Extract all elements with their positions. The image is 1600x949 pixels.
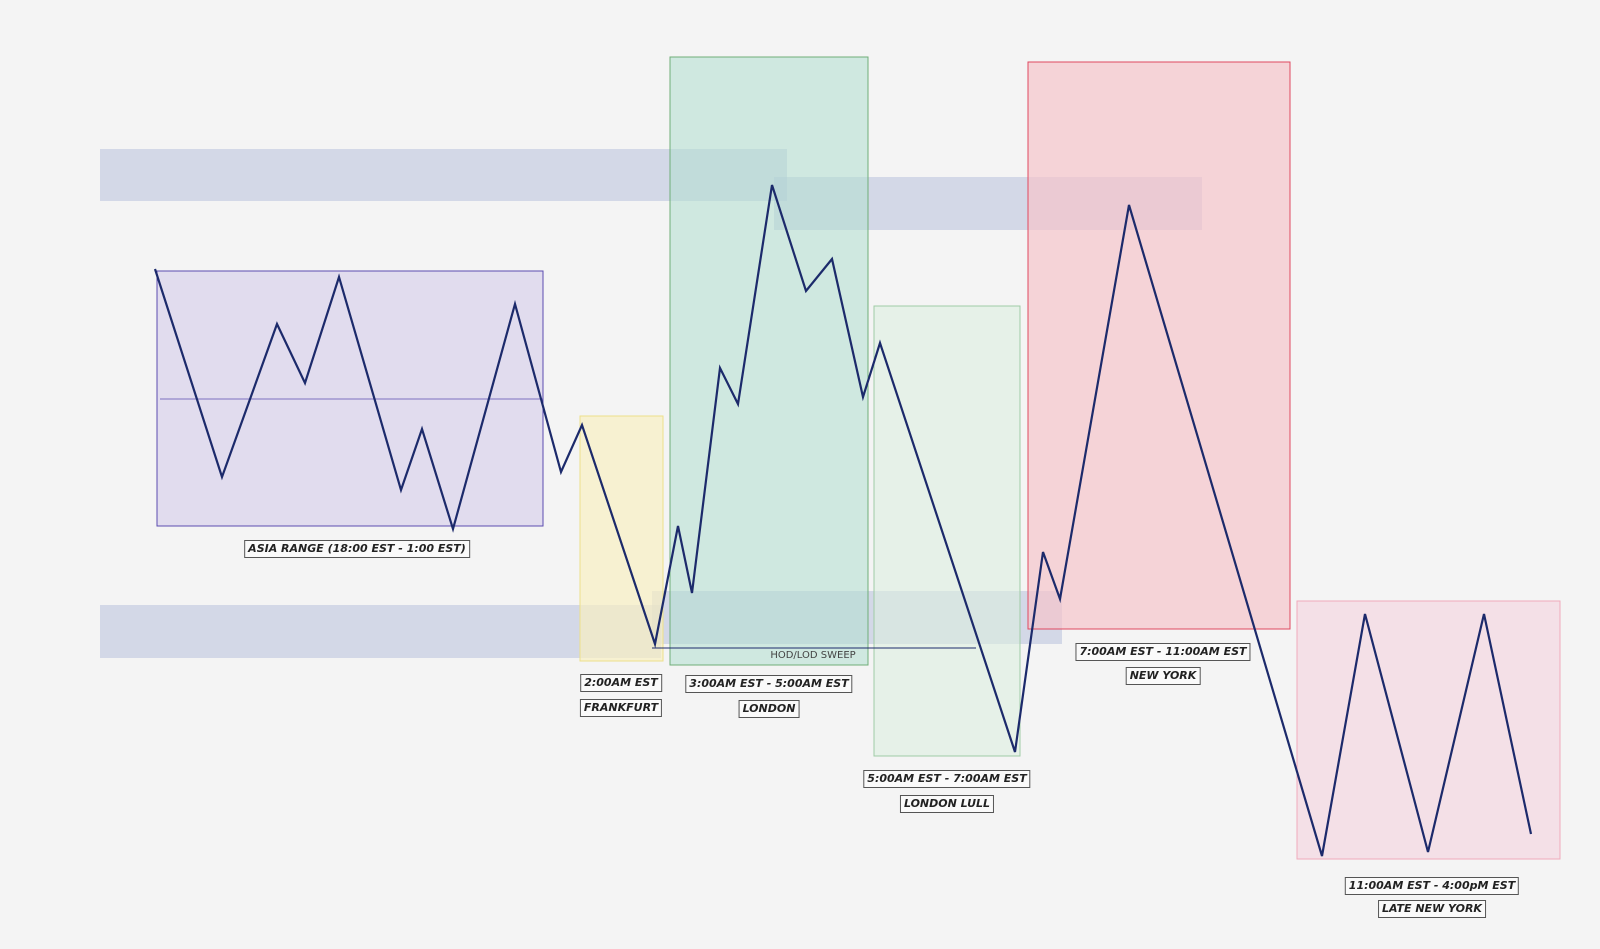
london-lull-name-label: LONDON LULL: [899, 795, 995, 813]
frankfurt-time-label: 2:00AM EST: [580, 674, 662, 692]
late-new-york-time-label: 11:00AM EST - 4:00pM EST: [1344, 877, 1520, 895]
frankfurt-box: [579, 415, 664, 662]
new-york-name-label: NEW YORK: [1125, 667, 1201, 685]
new-york-box: [1027, 61, 1291, 630]
price-path: [153, 184, 1533, 857]
london-name-label: LONDON: [738, 700, 800, 718]
new-york-time-label: 7:00AM EST - 11:00AM EST: [1075, 643, 1251, 661]
late-new-york-box: [1296, 600, 1561, 860]
sweep-label: HOD/LOD SWEEP: [770, 650, 856, 661]
liquidity-band-lower-left: [100, 605, 661, 658]
asia-range-label: ASIA RANGE (18:00 EST - 1:00 EST): [244, 540, 470, 558]
london-time-label: 3:00AM EST - 5:00AM EST: [685, 675, 853, 693]
asia-range-box: [156, 270, 544, 527]
london-lull-box: [873, 305, 1021, 757]
frankfurt-name-label: FRANKFURT: [579, 699, 663, 717]
london-box: [669, 56, 869, 666]
london-lull-time-label: 5:00AM EST - 7:00AM EST: [863, 770, 1031, 788]
late-new-york-name-label: LATE NEW YORK: [1378, 900, 1486, 918]
